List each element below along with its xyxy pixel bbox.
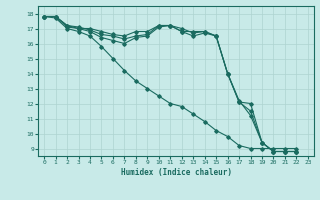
X-axis label: Humidex (Indice chaleur): Humidex (Indice chaleur) bbox=[121, 168, 231, 177]
